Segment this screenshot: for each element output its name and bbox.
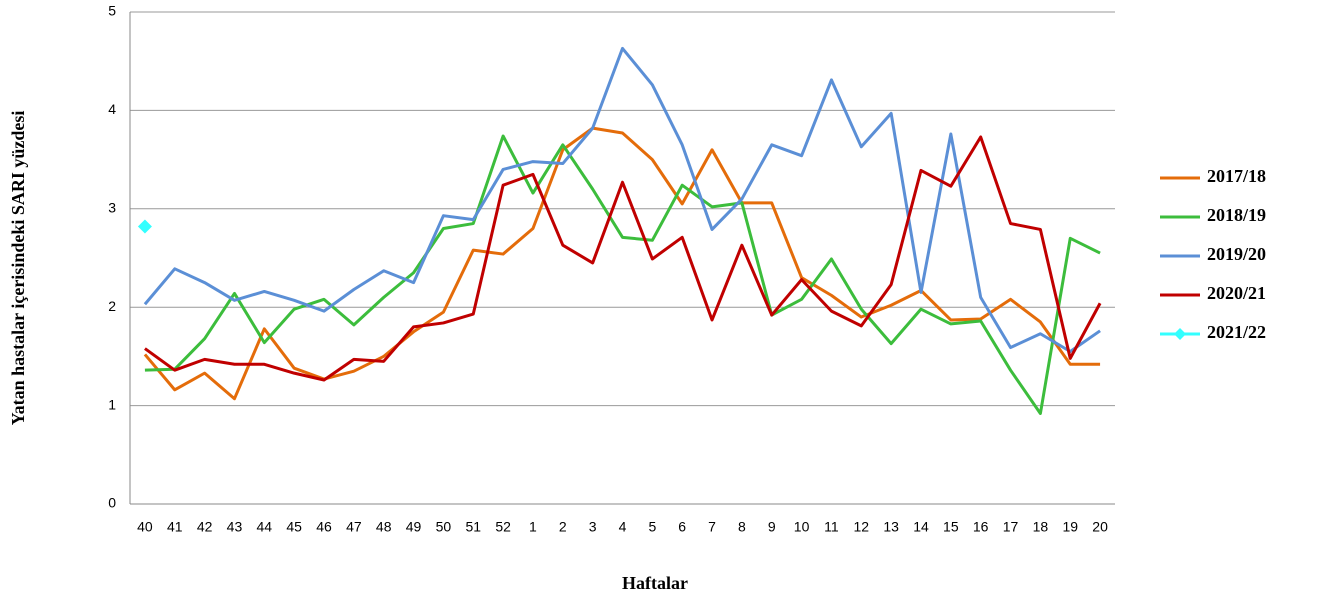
y-tick-label: 2 — [108, 298, 116, 314]
y-tick-label: 1 — [108, 396, 116, 412]
point — [137, 219, 152, 234]
x-tick-label: 7 — [708, 519, 716, 535]
x-tick-label: 44 — [257, 519, 273, 535]
y-axis-title: Yatan hastalar içerisindeki SARI yüzdesi — [8, 111, 28, 426]
series-line — [143, 46, 1101, 353]
x-tick-label: 18 — [1033, 519, 1049, 535]
x-tick-label: 51 — [465, 519, 481, 535]
x-tick-label: 40 — [137, 519, 153, 535]
x-tick-label: 49 — [406, 519, 422, 535]
x-tick-label: 48 — [376, 519, 392, 535]
x-tick-label: 46 — [316, 519, 332, 535]
x-tick-label: 47 — [346, 519, 362, 535]
legend-label: 2017/18 — [1207, 166, 1266, 186]
x-tick-label: 45 — [286, 519, 302, 535]
y-tick-label: 0 — [108, 495, 116, 511]
x-tick-label: 19 — [1062, 519, 1078, 535]
y-tick-label: 4 — [108, 101, 116, 117]
x-tick-label: 17 — [1003, 519, 1019, 535]
series-line — [143, 126, 1101, 401]
x-tick-label: 5 — [648, 519, 656, 535]
legend-label: 2020/21 — [1207, 283, 1266, 303]
x-tick-label: 15 — [943, 519, 959, 535]
legend-label: 2019/20 — [1207, 244, 1266, 264]
x-tick-label: 4 — [619, 519, 627, 535]
y-tick-label: 3 — [108, 200, 116, 216]
x-tick-label: 52 — [495, 519, 511, 535]
legend-marker — [1174, 328, 1186, 340]
series-line — [144, 135, 1102, 382]
x-tick-label: 41 — [167, 519, 183, 535]
x-tick-label: 12 — [853, 519, 869, 535]
legend-label: 2018/19 — [1207, 205, 1266, 225]
series-line — [144, 134, 1101, 415]
x-tick-label: 9 — [768, 519, 776, 535]
legend-label: 2021/22 — [1207, 322, 1266, 342]
x-tick-label: 1 — [529, 519, 537, 535]
x-tick-label: 11 — [824, 519, 839, 535]
x-tick-label: 3 — [589, 519, 597, 535]
y-tick-label: 5 — [108, 3, 116, 19]
x-tick-label: 50 — [436, 519, 452, 535]
x-axis-title: Haftalar — [622, 573, 688, 593]
x-tick-label: 43 — [227, 519, 243, 535]
x-tick-label: 13 — [883, 519, 899, 535]
x-tick-label: 10 — [794, 519, 810, 535]
x-tick-label: 6 — [678, 519, 686, 535]
x-tick-label: 16 — [973, 519, 989, 535]
x-tick-label: 14 — [913, 519, 929, 535]
x-tick-label: 8 — [738, 519, 746, 535]
x-tick-label: 20 — [1092, 519, 1108, 535]
x-tick-label: 42 — [197, 519, 213, 535]
x-tick-label: 2 — [559, 519, 567, 535]
